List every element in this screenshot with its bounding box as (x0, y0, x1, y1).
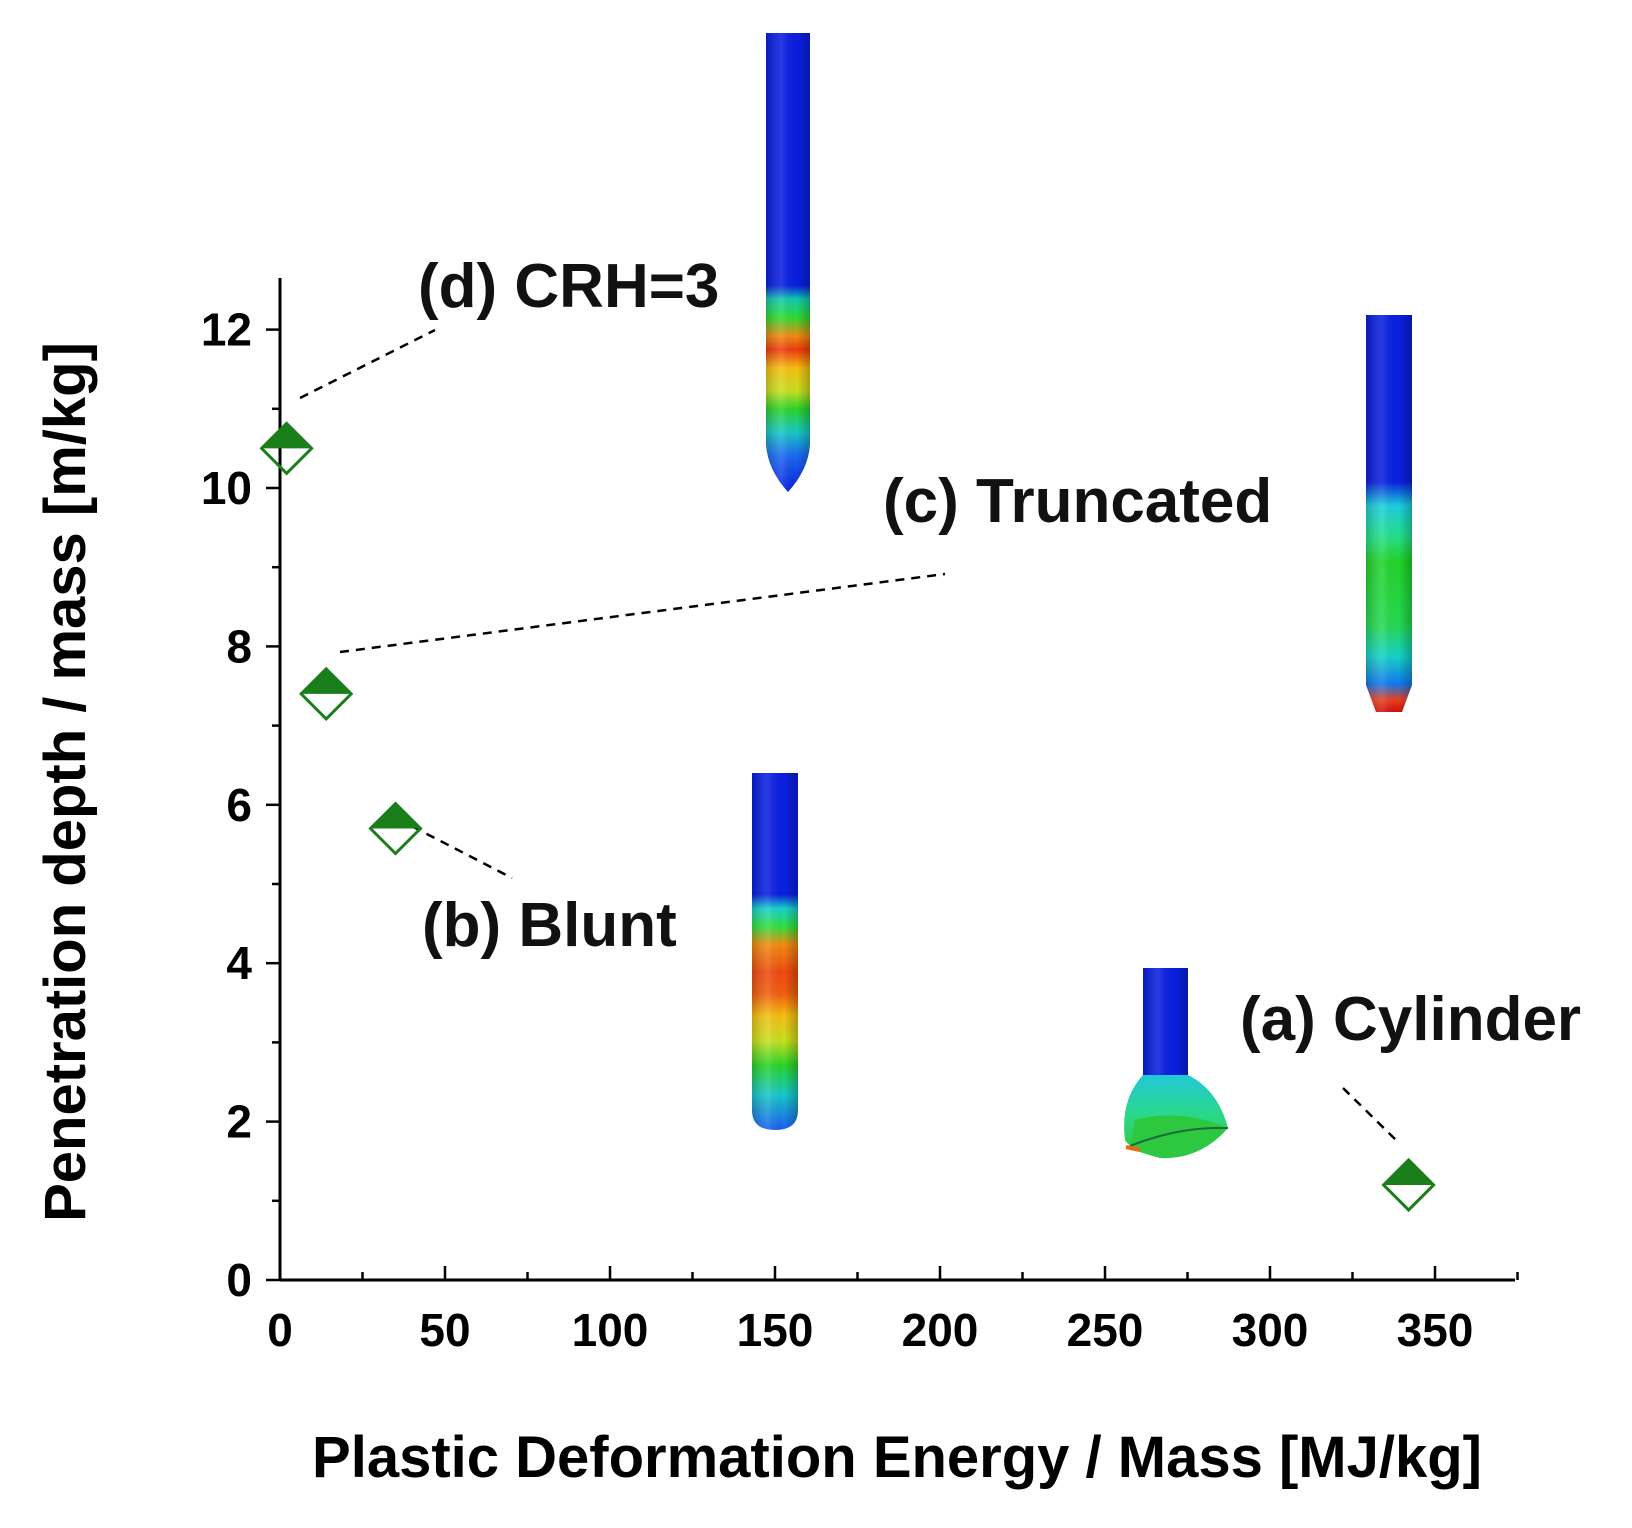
label-blunt: (b) Blunt (422, 891, 677, 960)
leader-truncated (339, 572, 946, 654)
cylinder-projectile-image (1124, 968, 1229, 1159)
crh3-projectile-image (766, 33, 810, 492)
y-tick-label: 4 (226, 937, 252, 989)
x-tick-label: 350 (1397, 1304, 1474, 1356)
y-tick-label: 0 (226, 1254, 252, 1306)
y-tick-label: 10 (201, 462, 252, 514)
x-ticks: 0 50 100 150 200 250 300 350 (267, 1266, 1519, 1356)
y-axis-title: Penetration depth / mass [m/kg] (33, 342, 98, 1222)
y-tick-label: 2 (226, 1096, 252, 1148)
x-tick-label: 200 (902, 1304, 979, 1356)
x-tick-label: 100 (572, 1304, 649, 1356)
truncated-projectile-image (1366, 315, 1412, 712)
x-tick-label: 50 (419, 1304, 470, 1356)
blunt-projectile-image (752, 773, 798, 1130)
data-point (259, 421, 314, 476)
x-tick-label: 0 (267, 1304, 293, 1356)
x-axis-title: Plastic Deformation Energy / Mass [MJ/kg… (312, 1425, 1482, 1490)
y-tick-label: 8 (226, 620, 252, 672)
y-ticks: 0 2 4 6 8 10 12 (201, 304, 280, 1306)
label-truncated: (c) Truncated (883, 467, 1272, 536)
leader-blunt (397, 817, 513, 880)
data-point (1381, 1157, 1436, 1213)
leader-cylinder (1342, 1087, 1399, 1143)
annotation-leaders (299, 328, 1399, 1143)
x-tick-label: 250 (1067, 1304, 1144, 1356)
data-points (259, 421, 1436, 1213)
label-crh3: (d) CRH=3 (418, 252, 719, 321)
x-tick-label: 150 (737, 1304, 814, 1356)
leader-crh3 (299, 328, 436, 400)
data-point (299, 666, 354, 722)
label-cylinder: (a) Cylinder (1240, 985, 1581, 1054)
y-tick-label: 6 (226, 779, 252, 831)
data-point (368, 801, 423, 856)
y-tick-label: 12 (201, 304, 252, 356)
axes: 0 50 100 150 200 250 300 350 0 2 4 6 8 10 12 (201, 278, 1519, 1356)
projectile-insets (752, 33, 1412, 1159)
x-tick-label: 300 (1232, 1304, 1309, 1356)
